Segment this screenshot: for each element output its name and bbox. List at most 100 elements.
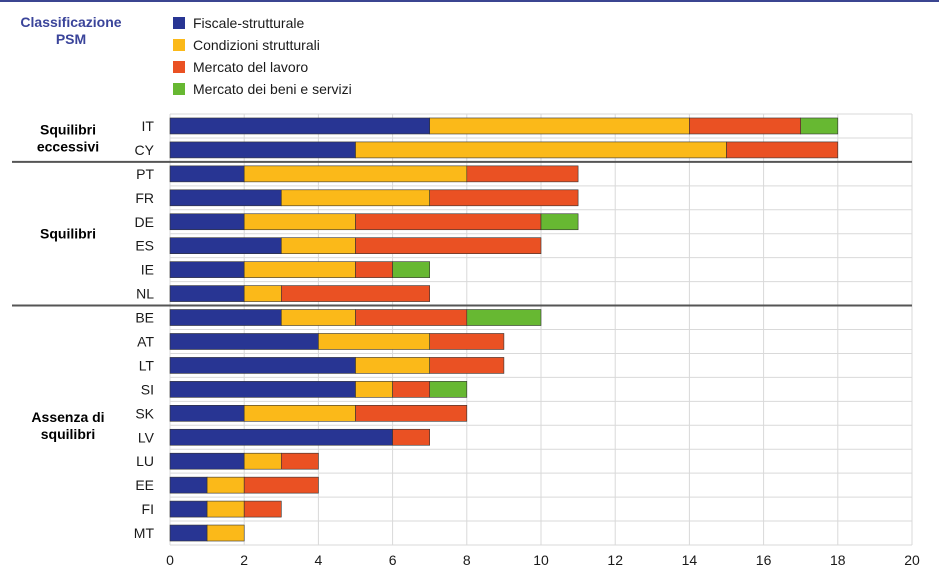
legend-label-structural: Condizioni strutturali [193,37,320,53]
category-label: NL [136,286,154,302]
bar-be-series-0 [169,309,282,326]
category-label: ES [135,238,154,254]
legend-item-labour: Mercato del lavoro [173,56,352,78]
bar-ee-series-1 [206,476,245,494]
legend-label-labour: Mercato del lavoro [193,59,309,75]
bar-cy-series-2 [726,141,839,159]
legend-item-fiscal: Fiscale-strutturale [173,12,352,34]
category-label: AT [137,333,154,349]
top-rule [0,0,939,2]
x-tick-label: 16 [756,552,772,568]
bar-lu-series-2 [280,452,319,470]
category-label: CY [135,142,155,158]
category-label: IE [141,262,154,278]
x-tick-label: 18 [830,552,846,568]
bar-sk-series-0 [169,405,245,422]
bar-lt-series-0 [169,357,356,374]
category-label: FR [135,190,154,206]
group-label: Squilibri [40,226,96,242]
bar-at-series-2 [429,333,505,350]
group-label: squilibri [41,426,95,442]
bar-fr-series-1 [280,189,430,207]
bar-ie-series-1 [243,261,356,278]
bar-it-series-0 [169,117,431,135]
bar-de-series-0 [169,213,245,231]
group-label: Squilibri [40,121,96,137]
x-tick-label: 0 [166,552,174,568]
x-tick-label: 6 [389,552,397,568]
legend-swatch-goods [173,83,185,95]
bar-at-series-1 [318,333,430,350]
legend-swatch-structural [173,39,185,51]
bar-fr-series-0 [169,189,282,207]
classification-title: Classificazione PSM [20,14,122,47]
bar-es-series-0 [169,237,282,254]
bar-nl-series-0 [169,285,245,302]
x-tick-label: 10 [533,552,549,568]
category-label: IT [142,118,155,134]
legend-item-structural: Condizioni strutturali [173,34,352,56]
bar-be-series-3 [466,309,542,326]
chart-legend: Fiscale-strutturale Condizioni struttura… [173,12,352,100]
bar-fr-series-2 [429,189,579,207]
bar-lt-series-2 [429,357,505,374]
bar-si-series-0 [169,381,356,398]
bar-lv-series-2 [392,428,431,446]
category-label: SI [141,381,154,397]
x-tick-label: 8 [463,552,471,568]
bar-ie-series-2 [355,261,393,278]
legend-label-fiscal: Fiscale-strutturale [193,15,305,31]
bar-fi-series-0 [169,500,208,518]
bar-es-series-1 [280,237,356,254]
bar-lu-series-0 [169,452,245,470]
legend-label-goods: Mercato dei beni e servizi [193,81,352,97]
legend-swatch-fiscal [173,17,185,29]
bar-fi-series-2 [243,500,282,518]
category-label: LV [138,429,155,445]
category-label: EE [135,477,154,493]
bar-de-series-3 [540,213,579,231]
category-label: SK [135,405,154,421]
bar-cy-series-0 [169,141,356,159]
bar-de-series-1 [243,213,356,231]
bar-si-series-3 [429,381,468,398]
bar-nl-series-1 [243,285,282,302]
x-tick-label: 12 [607,552,623,568]
category-label: DE [135,214,154,230]
bar-sk-series-2 [355,405,468,422]
category-label: PT [136,166,154,182]
bar-nl-series-2 [280,285,430,302]
bar-fi-series-1 [206,500,245,518]
legend-swatch-labour [173,61,185,73]
bar-it-series-3 [800,117,839,135]
bar-mt-series-1 [206,524,245,542]
bar-mt-series-0 [169,524,208,542]
bar-pt-series-2 [466,165,579,183]
bar-lt-series-1 [355,357,430,374]
bar-pt-series-0 [169,165,245,183]
group-label: Assenza di [31,409,104,425]
bar-es-series-2 [355,237,542,254]
category-label: BE [135,310,154,326]
group-label: eccessivi [37,138,99,154]
x-tick-label: 20 [904,552,920,568]
bar-ie-series-0 [169,261,245,278]
bar-be-series-2 [355,309,468,326]
bar-si-series-2 [392,381,431,398]
x-tick-label: 4 [315,552,323,568]
bar-ee-series-2 [243,476,319,494]
bar-si-series-1 [355,381,393,398]
bar-cy-series-1 [355,141,727,159]
bar-de-series-2 [355,213,542,231]
bar-it-series-1 [429,117,690,135]
x-tick-label: 2 [240,552,248,568]
category-label: LT [139,357,155,373]
bar-it-series-2 [689,117,802,135]
bar-pt-series-1 [243,165,468,183]
bar-lu-series-1 [243,452,282,470]
bar-at-series-0 [169,333,319,350]
bar-lv-series-0 [169,428,393,446]
bar-sk-series-1 [243,405,356,422]
bar-ie-series-3 [392,261,431,278]
